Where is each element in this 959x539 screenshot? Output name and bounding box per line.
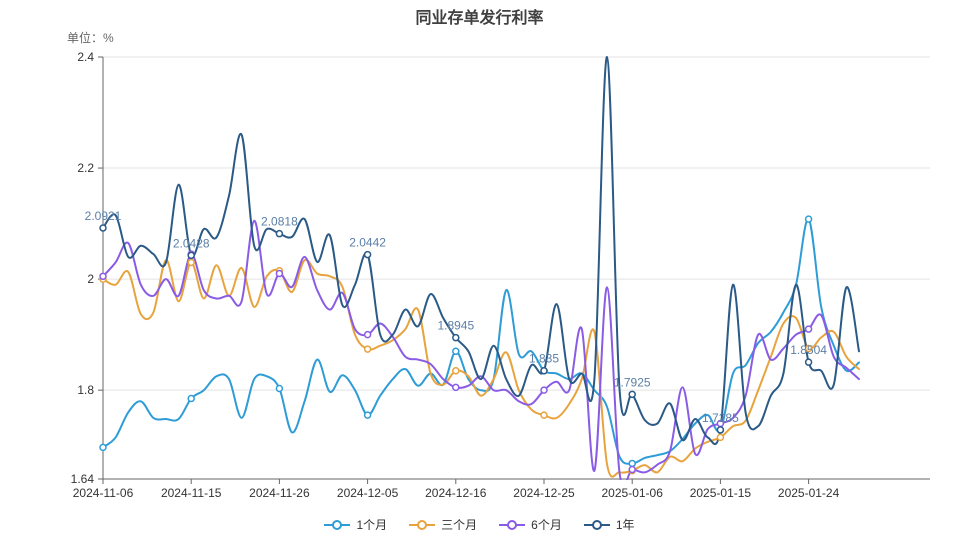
legend-line-icon xyxy=(409,519,436,530)
data-point-marker xyxy=(363,250,372,259)
data-point-marker xyxy=(99,272,107,281)
point-value-label: 1.8945 xyxy=(437,319,474,333)
legend-item-1[interactable]: 三个月 xyxy=(409,516,477,533)
chart-legend: 1个月 三个月 6个月 1年 xyxy=(0,516,959,533)
data-point-marker xyxy=(628,390,636,399)
y-axis-label: 2.4 xyxy=(77,50,94,64)
data-point-marker xyxy=(452,383,460,392)
data-point-marker xyxy=(363,411,372,419)
x-axis-label: 2025-01-24 xyxy=(778,486,840,500)
data-point-marker xyxy=(363,345,372,353)
unit-label: 单位：% xyxy=(67,31,114,45)
legend-item-0[interactable]: 1个月 xyxy=(324,516,387,533)
point-value-label: 1.7925 xyxy=(614,375,651,389)
series-line-3 xyxy=(103,56,860,445)
legend-label: 三个月 xyxy=(441,518,478,532)
point-value-label: 2.0921 xyxy=(85,209,122,223)
data-point-marker xyxy=(452,366,460,375)
legend-label: 6个月 xyxy=(531,518,562,532)
data-point-marker xyxy=(804,215,813,223)
series-line-2 xyxy=(103,219,860,480)
x-axis-label: 2024-12-16 xyxy=(425,486,487,500)
y-axis-label: 1.64 xyxy=(71,472,95,486)
data-point-marker xyxy=(628,465,636,474)
point-value-label: 1.8504 xyxy=(790,343,827,357)
data-point-marker xyxy=(804,325,813,333)
x-axis-label: 2024-11-15 xyxy=(161,486,222,500)
series-line-0 xyxy=(103,218,860,465)
y-axis-label: 2 xyxy=(87,272,94,286)
data-point-marker xyxy=(99,443,107,452)
x-axis-label: 2024-11-26 xyxy=(249,486,310,500)
series-line-1 xyxy=(103,258,860,478)
y-axis-label: 2.2 xyxy=(77,161,94,175)
data-point-marker xyxy=(804,344,813,353)
x-axis-label: 2024-12-25 xyxy=(513,486,575,500)
data-point-marker xyxy=(275,384,284,393)
data-point-marker xyxy=(452,347,460,356)
data-point-marker xyxy=(628,459,636,468)
legend-line-icon xyxy=(324,519,351,530)
x-axis-label: 2025-01-06 xyxy=(602,486,664,500)
chart-title: 同业存单发行利率 xyxy=(415,10,544,27)
data-point-marker xyxy=(275,269,284,278)
data-point-marker xyxy=(804,358,813,366)
x-axis-label: 2024-11-06 xyxy=(73,486,134,500)
data-point-marker xyxy=(363,330,372,339)
legend-item-3[interactable]: 1年 xyxy=(583,516,635,533)
data-point-marker xyxy=(99,224,107,232)
data-point-marker xyxy=(540,366,548,375)
point-value-label: 2.0428 xyxy=(173,236,210,250)
point-value-label: 2.0442 xyxy=(349,236,386,250)
data-point-marker xyxy=(187,258,195,267)
legend-item-2[interactable]: 6个月 xyxy=(499,516,562,533)
legend-label: 1年 xyxy=(615,518,635,532)
point-value-label: 1.7285 xyxy=(702,411,739,425)
y-axis-label: 1.8 xyxy=(77,383,94,397)
x-axis-label: 2024-12-05 xyxy=(337,486,399,500)
legend-line-icon xyxy=(583,519,610,530)
x-axis-label: 2025-01-15 xyxy=(690,486,752,500)
data-point-marker xyxy=(187,394,195,403)
data-point-marker xyxy=(716,426,725,434)
point-value-label: 2.0818 xyxy=(261,215,298,229)
series-lines xyxy=(103,56,860,480)
data-point-marker xyxy=(540,411,548,419)
legend-label: 1个月 xyxy=(356,518,388,532)
data-point-marker xyxy=(716,433,725,442)
data-point-marker xyxy=(275,229,284,238)
data-point-marker xyxy=(540,386,548,394)
point-value-label: 1.835 xyxy=(529,352,559,366)
legend-line-icon xyxy=(499,519,526,530)
data-point-marker xyxy=(187,251,195,260)
data-point-marker xyxy=(452,333,460,342)
